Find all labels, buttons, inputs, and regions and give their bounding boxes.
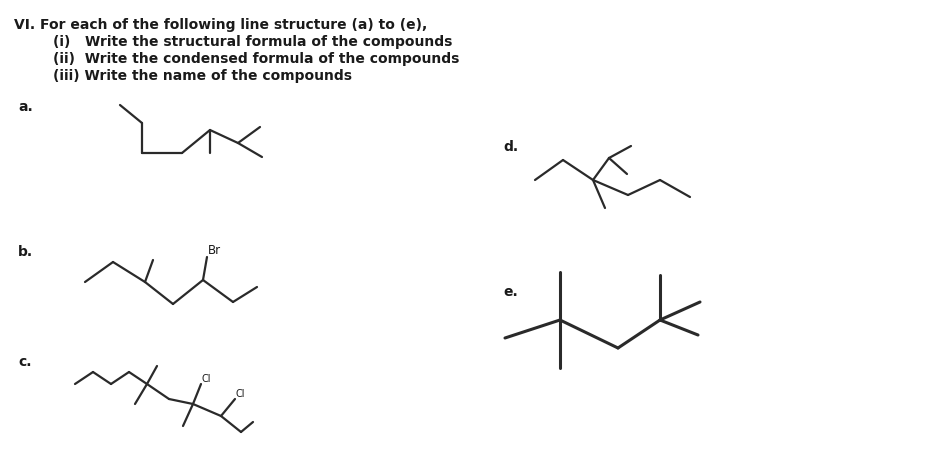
Text: Cl: Cl (202, 374, 211, 384)
Text: d.: d. (502, 140, 517, 154)
Text: (i)   Write the structural formula of the compounds: (i) Write the structural formula of the … (14, 35, 452, 49)
Text: (iii) Write the name of the compounds: (iii) Write the name of the compounds (14, 69, 351, 83)
Text: (ii)  Write the condensed formula of the compounds: (ii) Write the condensed formula of the … (14, 52, 459, 66)
Text: c.: c. (18, 355, 31, 369)
Text: b.: b. (18, 245, 33, 259)
Text: a.: a. (18, 100, 33, 114)
Text: Br: Br (208, 244, 221, 257)
Text: VI. For each of the following line structure (a) to (e),: VI. For each of the following line struc… (14, 18, 427, 32)
Text: e.: e. (502, 285, 517, 299)
Text: Cl: Cl (236, 389, 245, 399)
